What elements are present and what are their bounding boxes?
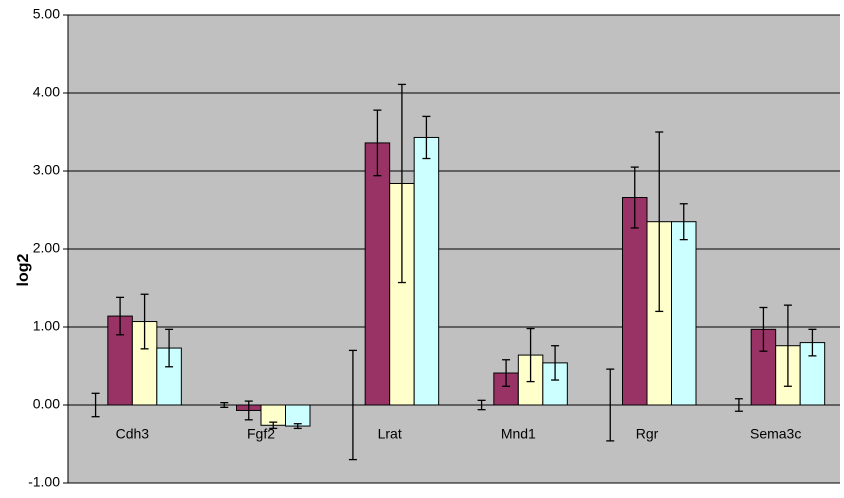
error-bar — [630, 166, 639, 229]
error-bar — [165, 328, 174, 368]
bar — [413, 136, 440, 406]
x-tick-label: Cdh3 — [116, 426, 150, 442]
error-bar — [140, 293, 149, 350]
error-bar — [526, 327, 535, 383]
y-axis-label: log2 — [15, 253, 32, 286]
error-bar — [551, 345, 560, 381]
error-bar — [293, 423, 302, 430]
y-tick-label: 4.00 — [33, 84, 60, 100]
y-tick-label: 0.00 — [33, 396, 60, 412]
bar — [622, 197, 648, 406]
x-tick-label: Fgf2 — [247, 426, 275, 442]
error-bar — [373, 109, 382, 177]
error-bar — [116, 296, 125, 336]
error-bar — [422, 115, 431, 160]
y-tick-label: 5.00 — [33, 6, 60, 22]
y-tick-label: -1.00 — [28, 474, 60, 490]
x-tick-label: Rgr — [636, 426, 659, 442]
error-bar — [679, 203, 688, 241]
error-bar — [269, 421, 278, 430]
error-bar — [655, 131, 664, 313]
y-tick-label: 1.00 — [33, 318, 60, 334]
error-bar — [783, 304, 792, 387]
error-bar — [502, 359, 511, 387]
y-tick-label: 2.00 — [33, 240, 60, 256]
error-bar — [244, 400, 253, 421]
x-tick-label: Lrat — [378, 426, 402, 442]
error-bar — [808, 328, 817, 357]
bar — [671, 221, 697, 406]
x-tick-label: Mnd1 — [501, 426, 536, 442]
error-bar — [759, 306, 768, 352]
bar — [364, 142, 391, 406]
y-tick-label: 3.00 — [33, 162, 60, 178]
error-bar — [397, 83, 406, 284]
x-tick-label: Sema3c — [750, 426, 801, 442]
bar — [285, 404, 311, 427]
